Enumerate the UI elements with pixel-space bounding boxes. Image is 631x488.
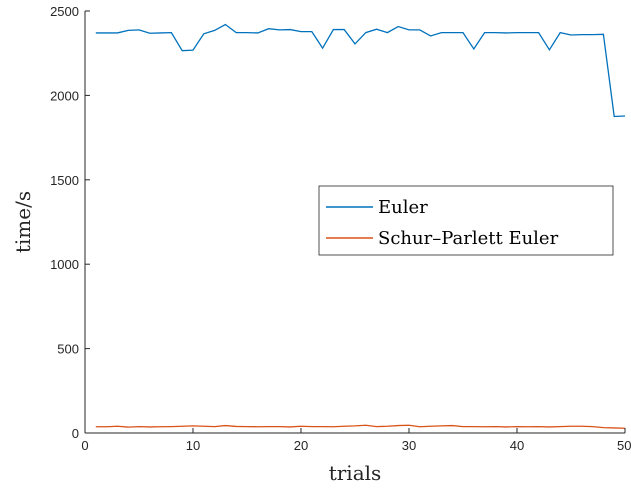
y-tick-label: 0 xyxy=(72,426,79,441)
x-tick-label: 50 xyxy=(617,438,631,453)
legend-label-schur-parlett-euler: Schur–Parlett Euler xyxy=(378,228,559,249)
series-line-schur-parlett-euler xyxy=(95,424,626,429)
series-line-euler xyxy=(95,23,626,118)
x-tick-label: 40 xyxy=(510,438,524,453)
y-tick-label: 500 xyxy=(57,342,79,357)
x-tick-label: 10 xyxy=(186,438,200,453)
legend: Euler Schur–Parlett Euler xyxy=(318,185,614,256)
x-tick-label: 0 xyxy=(81,438,88,453)
x-tick-label: 30 xyxy=(402,438,416,453)
y-tick-label: 1000 xyxy=(50,257,79,272)
y-tick-label: 2500 xyxy=(50,4,79,19)
y-tick-label: 2000 xyxy=(50,88,79,103)
y-tick-label: 1500 xyxy=(50,173,79,188)
x-tick-label: 20 xyxy=(294,438,308,453)
legend-label-euler: Euler xyxy=(378,197,428,218)
legend-box xyxy=(318,185,614,256)
x-ticks: 0 10 20 30 40 50 xyxy=(81,428,631,453)
y-ticks: 0 500 1000 1500 2000 2500 xyxy=(50,4,90,441)
x-axis-title: trials xyxy=(329,461,382,485)
y-axis-title: time/s xyxy=(11,191,35,253)
